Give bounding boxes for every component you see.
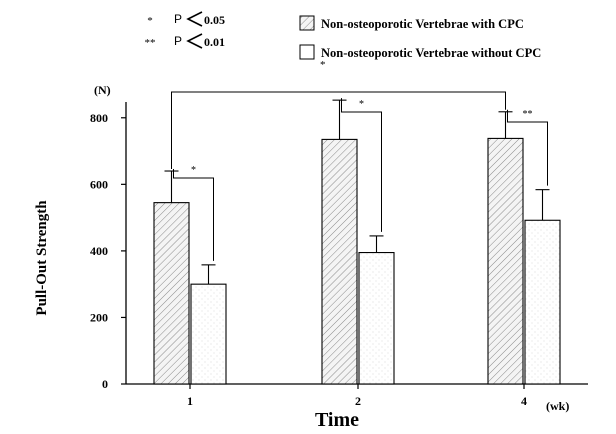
series-legend: Non-osteoporotic Vertebrae with CPC Non-o…	[299, 15, 541, 60]
y-axis-title: Pull-Out Strength	[34, 200, 50, 316]
bar-with-cpc	[153, 202, 190, 385]
legend-label-without-cpc: Non-osteoporotic Vertebrae without CPC	[321, 46, 541, 60]
bar-without-cpc	[190, 283, 227, 385]
y-tick-label: 800	[90, 111, 108, 125]
x-tick-label: 4	[521, 394, 527, 408]
significance-bracket-long	[171, 91, 506, 170]
bar-with-cpc	[487, 137, 524, 385]
y-tick-label: 0	[102, 377, 108, 391]
y-tick-label: 200	[90, 310, 108, 324]
less-than-symbol	[186, 33, 203, 49]
significance-bracket	[341, 98, 382, 232]
p-letter: P	[174, 34, 182, 48]
p-value: 0.01	[204, 35, 225, 49]
x-tick-label: 1	[187, 394, 193, 408]
y-axis-ticks: 0 200 400 600 800	[90, 111, 126, 391]
x-axis-unit: (wk)	[546, 399, 569, 413]
significance-label: **	[523, 109, 533, 120]
significance-symbol: *	[147, 15, 153, 27]
legend-swatch-with-cpc	[299, 15, 315, 31]
legend-label-with-cpc: Non-osteoporotic Vertebrae with CPC	[321, 17, 524, 31]
x-axis-title: Time	[315, 409, 359, 431]
significance-label: *	[191, 165, 196, 176]
y-tick-label: 600	[90, 177, 108, 191]
significance-symbol: **	[145, 37, 156, 49]
bar-without-cpc	[524, 219, 561, 385]
p-value: 0.05	[204, 13, 225, 27]
p-letter: P	[174, 12, 182, 26]
x-tick-label: 2	[355, 394, 361, 408]
legend-swatch-without-cpc	[299, 44, 315, 60]
significance-brackets: ****	[171, 91, 548, 261]
x-axis-ticks: 1 2 4	[187, 384, 527, 408]
y-axis-unit: (N)	[94, 83, 111, 97]
stray-asterisk: *	[320, 59, 326, 71]
less-than-symbol	[186, 11, 203, 27]
y-tick-label: 400	[90, 244, 108, 258]
bar-with-cpc	[321, 138, 358, 385]
significance-bracket	[173, 169, 214, 261]
significance-legend: * P 0.05 ** P 0.01	[145, 11, 225, 49]
bar-without-cpc	[358, 252, 395, 385]
significance-label: *	[359, 99, 364, 110]
significance-bracket	[507, 109, 548, 186]
bars	[153, 99, 561, 385]
